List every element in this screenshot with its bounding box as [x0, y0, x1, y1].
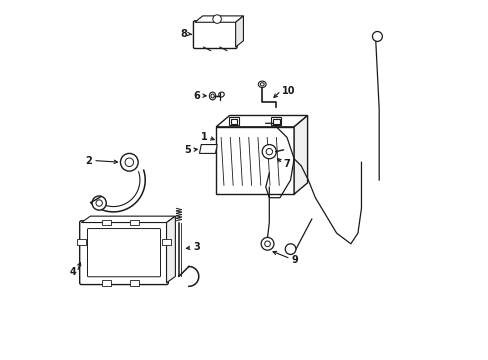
Polygon shape — [166, 216, 175, 283]
Circle shape — [96, 200, 102, 206]
Bar — [162, 239, 170, 245]
Text: 5: 5 — [184, 145, 191, 155]
Text: 4: 4 — [69, 267, 76, 277]
Circle shape — [262, 145, 276, 159]
Polygon shape — [195, 16, 243, 22]
Text: 10: 10 — [281, 86, 295, 96]
Bar — [228, 117, 238, 125]
Bar — [216, 127, 293, 194]
Text: 1: 1 — [200, 132, 207, 143]
Bar — [273, 119, 279, 123]
Circle shape — [125, 158, 133, 167]
Polygon shape — [81, 216, 175, 222]
Polygon shape — [235, 16, 243, 47]
Ellipse shape — [260, 83, 264, 86]
FancyBboxPatch shape — [80, 221, 168, 284]
Circle shape — [264, 241, 270, 247]
Ellipse shape — [258, 81, 265, 87]
Text: 2: 2 — [85, 156, 92, 166]
Polygon shape — [199, 145, 217, 153]
Bar — [77, 239, 85, 245]
Circle shape — [212, 15, 221, 23]
Bar — [130, 220, 139, 225]
Circle shape — [92, 196, 106, 210]
Ellipse shape — [209, 92, 215, 100]
FancyBboxPatch shape — [193, 21, 237, 49]
Text: 6: 6 — [193, 91, 200, 101]
Bar — [271, 117, 281, 125]
Text: 3: 3 — [193, 242, 200, 252]
Circle shape — [120, 153, 138, 171]
Text: 8: 8 — [180, 29, 187, 39]
Circle shape — [372, 31, 382, 41]
Bar — [102, 280, 110, 285]
Text: 7: 7 — [283, 159, 290, 169]
Circle shape — [265, 148, 272, 155]
Text: 9: 9 — [291, 255, 297, 265]
Bar — [130, 280, 139, 285]
Polygon shape — [293, 116, 307, 194]
Circle shape — [285, 244, 295, 255]
FancyBboxPatch shape — [87, 229, 160, 277]
Bar — [230, 119, 237, 123]
Ellipse shape — [218, 92, 224, 97]
Circle shape — [261, 238, 273, 250]
Bar — [102, 220, 110, 225]
Polygon shape — [216, 116, 307, 127]
Ellipse shape — [211, 94, 214, 98]
